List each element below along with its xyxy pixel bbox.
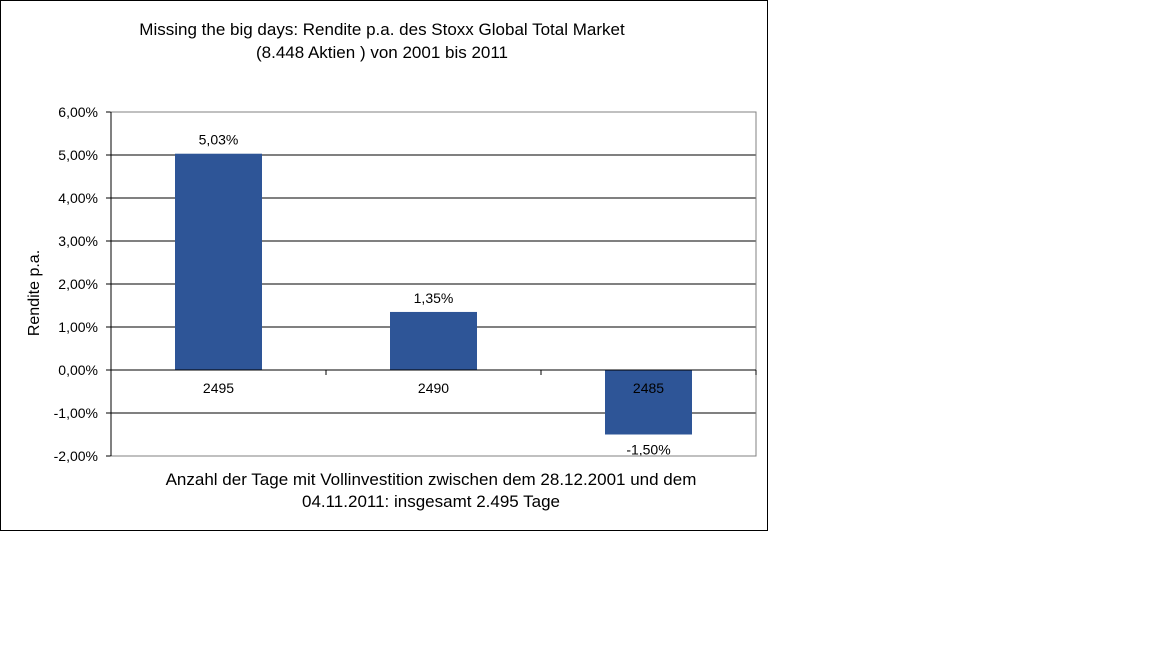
y-tick-label: 6,00% [58,104,98,120]
x-category-label: 2485 [633,380,664,396]
y-tick-label: 5,00% [58,147,98,163]
x-axis-label: Anzahl der Tage mit Vollinvestition zwis… [166,470,697,511]
y-axis-tick-labels: 6,00% 5,00% 4,00% 3,00% 2,00% 1,00% 0,00% -1,00… [54,104,98,464]
y-tick-label: 2,00% [58,276,98,292]
y-tick-label: -1,00% [54,405,98,421]
chart-title-line: Missing the big days: Rendite p.a. des S… [139,20,625,39]
chart-frame: Missing the big days: Rendite p.a. des S… [0,0,768,531]
y-tick-label: -2,00% [54,448,98,464]
y-tick-label: 4,00% [58,190,98,206]
data-label: 5,03% [199,132,239,148]
bar [390,311,477,370]
bars [175,153,692,435]
bar [605,370,692,435]
x-category-label: 2495 [203,380,234,396]
x-axis-label-line: Anzahl der Tage mit Vollinvestition zwis… [166,470,697,489]
bar [175,153,262,370]
y-tick-label: 1,00% [58,319,98,335]
x-axis-label-line: 04.11.2011: insgesamt 2.495 Tage [302,492,560,511]
data-label: 1,35% [414,290,454,306]
x-axis-category-labels: 2495 2490 2485 [203,380,664,396]
chart-title-line: (8.448 Aktien ) von 2001 bis 2011 [256,43,508,62]
axes [110,111,757,457]
y-axis-label: Rendite p.a. [26,250,43,336]
chart-title: Missing the big days: Rendite p.a. des S… [139,20,625,62]
bar-chart: Missing the big days: Rendite p.a. des S… [26,20,757,511]
y-tick-label: 3,00% [58,233,98,249]
data-labels: 5,03% 1,35% -1,50% [199,132,671,458]
data-label: -1,50% [626,442,670,458]
y-tick-label: 0,00% [58,362,98,378]
x-category-label: 2490 [418,380,449,396]
